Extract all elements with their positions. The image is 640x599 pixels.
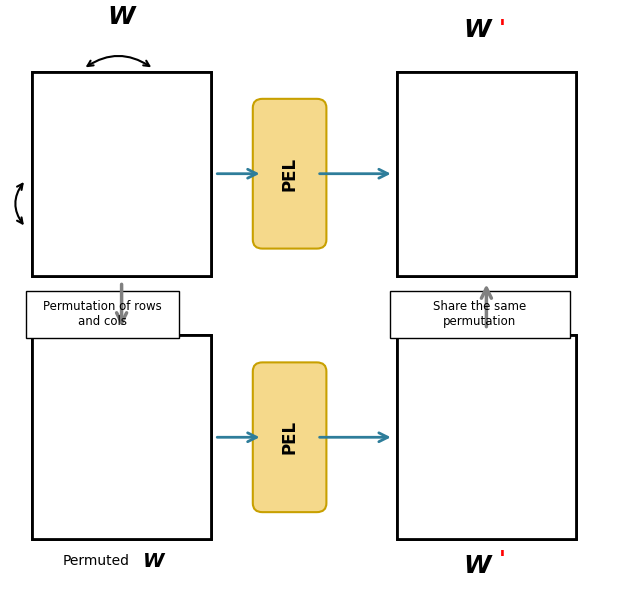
FancyBboxPatch shape xyxy=(253,99,326,249)
Bar xyxy=(145,72,163,276)
Bar xyxy=(420,335,438,539)
Bar xyxy=(32,168,211,191)
Text: Permuted: Permuted xyxy=(63,554,129,568)
Bar xyxy=(397,405,576,428)
Text: W: W xyxy=(143,552,164,571)
Bar xyxy=(61,335,79,539)
Bar xyxy=(26,291,179,338)
Bar xyxy=(397,168,576,191)
Text: Share the same
permutation: Share the same permutation xyxy=(433,301,527,328)
Text: Permutation of rows
and cols: Permutation of rows and cols xyxy=(43,301,162,328)
Bar xyxy=(32,335,211,539)
Bar xyxy=(32,72,211,276)
Text: W: W xyxy=(463,554,491,578)
Text: ': ' xyxy=(499,550,506,570)
Bar xyxy=(490,335,508,539)
Text: PEL: PEL xyxy=(280,157,299,190)
Bar xyxy=(397,72,576,276)
Bar xyxy=(32,72,211,276)
Text: PEL: PEL xyxy=(280,420,299,454)
Text: W: W xyxy=(463,18,491,42)
Bar xyxy=(32,335,211,539)
Bar xyxy=(397,335,576,539)
Bar xyxy=(433,72,451,276)
Bar xyxy=(503,72,521,276)
Bar xyxy=(397,335,576,539)
Text: W: W xyxy=(108,5,136,29)
Bar xyxy=(397,72,576,276)
Bar xyxy=(397,216,576,239)
Bar xyxy=(397,453,576,476)
Bar xyxy=(32,453,211,476)
FancyBboxPatch shape xyxy=(253,362,326,512)
Bar xyxy=(32,405,211,428)
Bar xyxy=(132,335,150,539)
Bar xyxy=(74,72,92,276)
Bar xyxy=(32,216,211,239)
Text: ': ' xyxy=(499,19,506,39)
Bar xyxy=(390,291,570,338)
